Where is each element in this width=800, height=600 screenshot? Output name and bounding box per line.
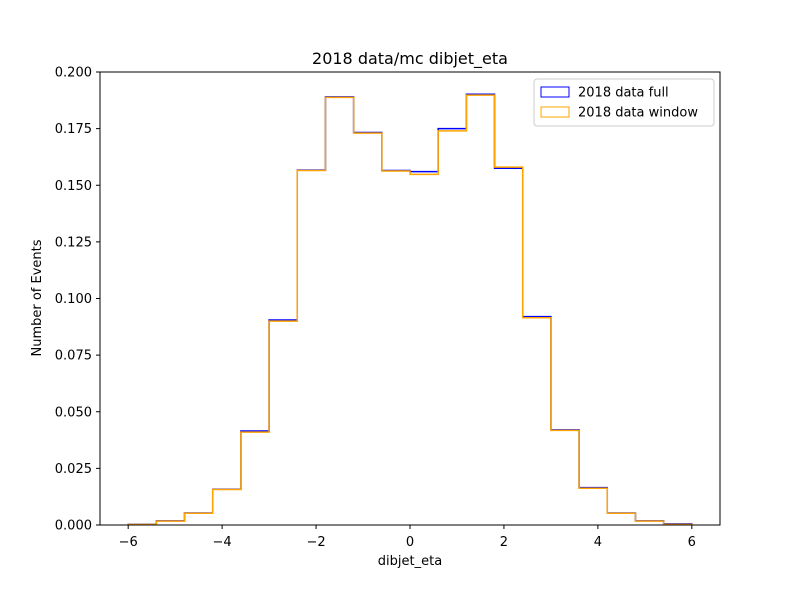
x-tick-label: −4 [213,535,232,550]
y-tick-label: 0.125 [55,235,92,250]
legend-swatch [540,86,570,98]
legend-entry-label: 2018 data full [578,86,669,101]
series-line-window [127,94,693,526]
series-layer [127,93,693,526]
y-tick-label: 0.200 [55,66,92,81]
y-tick-label: 0.000 [55,519,92,534]
y-tick-label: 0.075 [55,349,92,364]
legend-swatch [540,106,570,118]
x-tick-label: −2 [306,535,325,550]
plot-area [100,72,720,525]
y-tick-label: 0.175 [55,122,92,137]
x-tick-label: 6 [688,535,696,550]
y-axis-label: Number of Events [30,239,45,356]
chart-title: 2018 data/mc dibjet_eta [312,49,508,69]
legend: 2018 data full 2018 data window [533,78,715,127]
y-tick-label: 0.150 [55,179,92,194]
y-tick-label: 0.025 [55,462,92,477]
y-tick-label: 0.100 [55,292,92,307]
x-tick-label: 0 [406,535,414,550]
x-tick-label: 2 [500,535,508,550]
x-axis-label: dibjet_eta [378,554,442,569]
x-tick-label: −6 [119,535,138,550]
y-tick-label: 0.050 [55,405,92,420]
x-tick-label: 4 [594,535,602,550]
legend-frame [533,78,715,127]
legend-entry-label: 2018 data window [578,106,698,121]
x-axis: −6 −4 −2 0 2 4 6 [119,525,696,550]
y-axis: 0.000 0.025 0.050 0.075 0.100 0.125 0.150 0.175… [55,66,100,534]
